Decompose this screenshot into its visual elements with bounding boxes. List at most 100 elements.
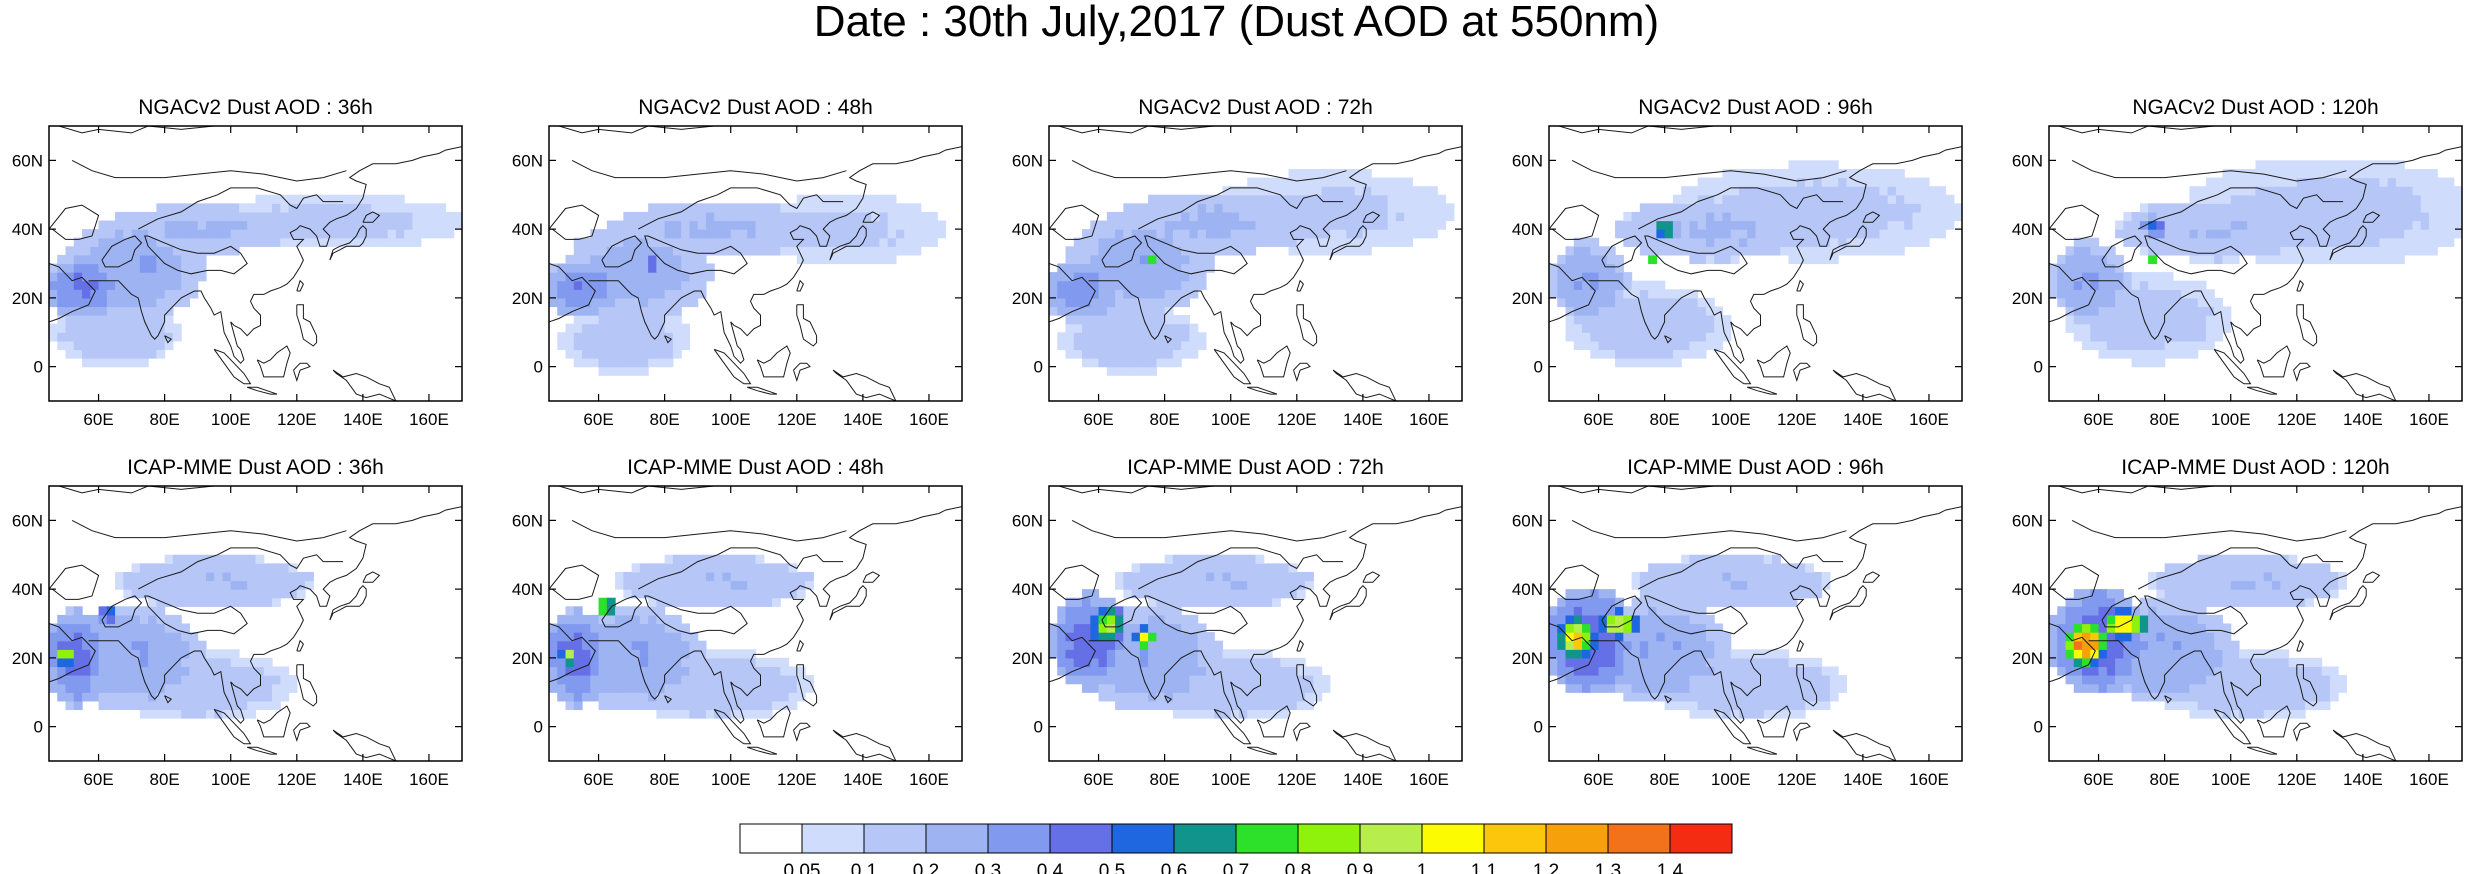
x-tick-label: 120E bbox=[777, 770, 817, 789]
aod-cell bbox=[1123, 297, 1133, 308]
y-tick-label: 0 bbox=[34, 358, 43, 377]
aod-cell bbox=[1838, 675, 1847, 685]
aod-cell bbox=[697, 597, 707, 607]
aod-cell bbox=[205, 700, 215, 711]
aod-cell bbox=[2354, 203, 2364, 213]
aod-cell bbox=[1788, 666, 1798, 676]
aod-cell bbox=[681, 640, 691, 650]
aod-cell bbox=[705, 683, 715, 693]
aod-cell bbox=[1272, 237, 1281, 247]
aod-cell bbox=[1705, 649, 1715, 659]
aod-cell bbox=[404, 237, 414, 247]
aod-cell bbox=[1780, 649, 1790, 659]
aod-cell bbox=[1139, 649, 1149, 659]
aod-cell bbox=[1590, 683, 1600, 693]
aod-cell bbox=[1788, 168, 1798, 179]
aod-cell bbox=[1131, 237, 1141, 247]
aod-cell bbox=[1073, 623, 1083, 633]
aod-cell bbox=[2189, 332, 2199, 342]
aod-cell bbox=[738, 229, 748, 239]
aod-cell bbox=[1573, 323, 1583, 333]
aod-cell bbox=[164, 229, 174, 239]
aod-cell bbox=[1238, 597, 1248, 607]
aod-cell bbox=[214, 649, 224, 659]
aod-cell bbox=[2420, 203, 2430, 213]
aod-cell bbox=[623, 254, 633, 265]
aod-cell bbox=[623, 606, 633, 616]
aod-cell bbox=[1912, 211, 1922, 222]
aod-cell bbox=[565, 297, 575, 308]
aod-cell bbox=[2296, 254, 2306, 265]
aod-cell bbox=[82, 632, 91, 642]
aod-cell bbox=[1131, 358, 1141, 368]
aod-cell bbox=[1371, 211, 1380, 222]
aod-cell bbox=[1689, 640, 1699, 650]
aod-cell bbox=[2362, 177, 2372, 187]
aod-cell bbox=[346, 229, 356, 239]
aod-cell bbox=[573, 666, 583, 676]
aod-cell bbox=[1288, 666, 1298, 676]
aod-cell bbox=[1829, 229, 1839, 239]
aod-cell bbox=[573, 315, 583, 325]
aod-cell bbox=[639, 263, 649, 273]
aod-cell bbox=[1106, 358, 1116, 368]
aod-cell bbox=[623, 675, 633, 685]
aod-cell bbox=[115, 700, 124, 711]
aod-cell bbox=[582, 263, 591, 273]
aod-cell bbox=[1164, 237, 1174, 247]
x-tick-label: 100E bbox=[2211, 410, 2251, 429]
aod-cell bbox=[156, 263, 166, 273]
aod-cell bbox=[1639, 237, 1649, 247]
aod-cell bbox=[1763, 203, 1773, 213]
aod-cell bbox=[131, 263, 141, 273]
aod-cell bbox=[2230, 186, 2240, 196]
aod-cell bbox=[1697, 563, 1707, 573]
aod-cell bbox=[164, 554, 174, 564]
aod-cell bbox=[1689, 237, 1699, 247]
aod-cell bbox=[1139, 297, 1149, 308]
aod-cell bbox=[2272, 203, 2281, 213]
aod-cell bbox=[879, 246, 889, 256]
aod-cell bbox=[2123, 332, 2133, 342]
aod-cell bbox=[1549, 280, 1558, 290]
aod-cell bbox=[362, 229, 372, 239]
aod-cell bbox=[2329, 177, 2339, 187]
aod-cell bbox=[272, 692, 281, 702]
coastline bbox=[756, 705, 791, 738]
aod-cell bbox=[2453, 211, 2462, 222]
coastline bbox=[862, 211, 881, 223]
aod-cell bbox=[222, 571, 232, 582]
aod-cell bbox=[1139, 280, 1149, 290]
aod-cell bbox=[2247, 692, 2257, 702]
aod-cell bbox=[445, 211, 455, 222]
coastline bbox=[1796, 639, 1805, 652]
aod-cell bbox=[2148, 289, 2157, 299]
aod-cell bbox=[395, 194, 405, 204]
aod-cell bbox=[362, 194, 372, 204]
coastline bbox=[1793, 722, 1811, 743]
aod-cell bbox=[1780, 675, 1790, 685]
aod-cell bbox=[1354, 246, 1364, 256]
aod-cell bbox=[689, 597, 699, 607]
aod-cell bbox=[1288, 700, 1298, 711]
aod-cell bbox=[255, 700, 265, 711]
aod-cell bbox=[2280, 692, 2290, 702]
aod-cell bbox=[1189, 237, 1199, 247]
aod-cell bbox=[1123, 323, 1133, 333]
aod-cell bbox=[1953, 211, 1962, 222]
aod-cell bbox=[1821, 683, 1831, 693]
aod-cell bbox=[404, 229, 414, 239]
aod-cell bbox=[755, 700, 765, 711]
aod-cell bbox=[2115, 683, 2124, 693]
aod-cell bbox=[1780, 237, 1790, 247]
aod-cell bbox=[2288, 683, 2298, 693]
aod-cell bbox=[247, 657, 257, 668]
aod-cell bbox=[1813, 246, 1823, 256]
aod-cell bbox=[1272, 666, 1281, 676]
aod-cell bbox=[2329, 692, 2339, 702]
aod-cell bbox=[598, 700, 608, 711]
aod-cell bbox=[2387, 220, 2397, 230]
aod-cell bbox=[582, 323, 591, 333]
aod-cell bbox=[1747, 186, 1757, 196]
x-tick-label: 120E bbox=[1277, 410, 1317, 429]
